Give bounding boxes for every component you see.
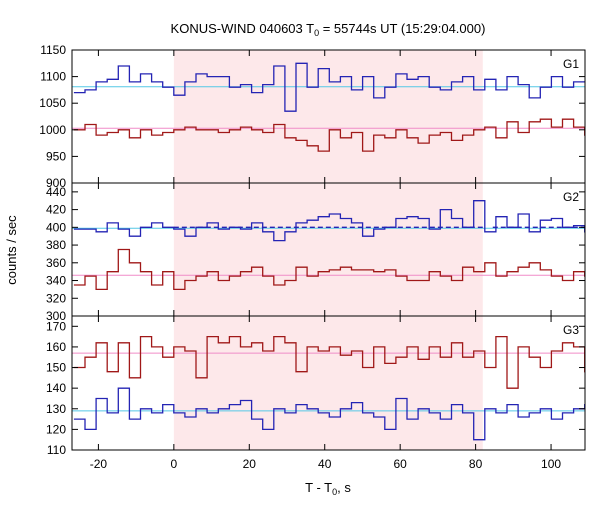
series-blue-lightcurve	[73, 200, 586, 242]
panel-label: G3	[563, 323, 579, 337]
series-red-lightcurve	[73, 335, 586, 389]
x-tick-label: 20	[243, 457, 257, 471]
y-tick-label: 120	[46, 422, 66, 436]
y-tick-label: 900	[46, 176, 66, 190]
xlabel-main: T - T	[305, 480, 332, 495]
y-tick-label: 130	[46, 402, 66, 416]
y-tick-label: 950	[46, 149, 66, 163]
x-tick-label: 40	[318, 457, 332, 471]
panel-label: G2	[563, 190, 579, 204]
title-main: KONUS-WIND 040603 T	[171, 21, 315, 36]
x-tick-label: 80	[469, 457, 483, 471]
panel-g2: 300 320 340 360 380 400 420 440 G2	[46, 182, 586, 323]
plot-layer: 9009501000105011001150G13003203403603804…	[39, 43, 586, 471]
x-tick-label: 100	[541, 457, 561, 471]
highlight-region	[173, 50, 483, 183]
title-subscript: 0	[314, 28, 319, 38]
y-tick-label: 400	[46, 220, 66, 234]
title-rest: = 55744s UT (15:29:04.000)	[319, 21, 485, 36]
y-tick-label: 340	[46, 274, 66, 288]
highlight-region	[173, 316, 483, 450]
x-tick-label: 0	[171, 457, 178, 471]
x-tick-label: -20	[90, 457, 108, 471]
series-blue-lightcurve	[73, 62, 585, 112]
y-tick-label: 140	[46, 381, 66, 395]
series-red-lightcurve	[73, 118, 586, 152]
x-tick-label: 60	[393, 457, 407, 471]
y-tick-label: 150	[46, 361, 66, 375]
highlight-region	[173, 183, 483, 316]
y-tick-label: 1050	[39, 96, 66, 110]
xlabel-rest: , s	[337, 480, 351, 495]
series-blue-lightcurve	[73, 387, 586, 441]
series-red-lightcurve	[73, 248, 586, 291]
y-tick-label: 420	[46, 203, 66, 217]
y-tick-label: 160	[46, 340, 66, 354]
panel-label: G1	[563, 57, 579, 71]
y-tick-label: 320	[46, 291, 66, 305]
y-tick-label: 440	[46, 185, 66, 199]
y-tick-label: 1100	[40, 70, 66, 84]
y-tick-label: 110	[47, 443, 66, 457]
y-tick-label: 1000	[39, 123, 66, 137]
y-tick-label: 380	[46, 238, 66, 252]
panel-frame	[71, 315, 586, 451]
panel-g3: 110 120 130 140 150 160 170 G3	[46, 315, 586, 457]
panel-g1: 900 950 1000 1050 1100 1150 G1	[39, 43, 586, 190]
x-axis-label: T - T0, s	[305, 480, 351, 497]
y-tick-label: 300	[46, 309, 66, 323]
xlabel-subscript: 0	[332, 487, 337, 497]
chart-title: KONUS-WIND 040603 T0 = 55744s UT (15:29:…	[171, 21, 486, 38]
y-tick-label: 170	[46, 319, 66, 333]
y-tick-label: 360	[46, 256, 66, 270]
y-tick-label: 1150	[40, 43, 66, 57]
y-axis-label: counts / sec	[4, 215, 19, 285]
